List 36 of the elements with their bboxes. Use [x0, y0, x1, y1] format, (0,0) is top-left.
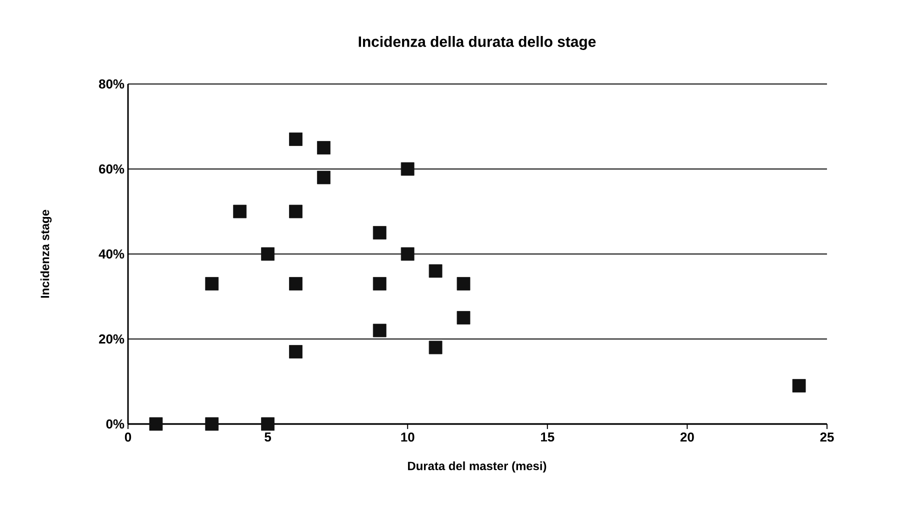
point — [289, 277, 302, 290]
point — [205, 277, 219, 290]
point — [792, 379, 806, 392]
x-tick-label: 20 — [680, 432, 694, 442]
point — [149, 417, 163, 431]
x-tick-label: 25 — [820, 432, 834, 442]
point — [428, 264, 442, 278]
point — [317, 170, 330, 184]
x-tick-label: 10 — [401, 432, 414, 442]
x-tick-label: 0 — [124, 432, 132, 442]
y-axis-title: Incidenza stage — [40, 210, 52, 298]
point — [372, 324, 386, 338]
y-tick-label: 60% — [99, 164, 124, 174]
point — [261, 247, 275, 261]
chart-title: Incidenza della durata dello stage — [358, 36, 596, 50]
point — [428, 340, 442, 354]
point — [289, 204, 302, 218]
y-tick-label: 0% — [106, 419, 124, 429]
x-tick-label: 5 — [264, 432, 272, 442]
x-axis-title: Durata del master (mesi) — [408, 461, 546, 473]
point — [261, 417, 275, 431]
point — [372, 226, 386, 240]
y-tick-label: 40% — [98, 249, 124, 259]
point — [289, 132, 302, 146]
y-tick-label: 80% — [98, 79, 124, 89]
point — [400, 162, 414, 176]
point — [372, 277, 386, 290]
point — [400, 247, 414, 261]
x-tick-label: 15 — [541, 432, 554, 442]
point — [317, 141, 330, 154]
point — [289, 345, 302, 358]
y-tick-label: 20% — [99, 334, 124, 344]
point — [233, 204, 247, 218]
point — [456, 277, 470, 290]
point — [456, 311, 470, 324]
point — [205, 417, 219, 431]
